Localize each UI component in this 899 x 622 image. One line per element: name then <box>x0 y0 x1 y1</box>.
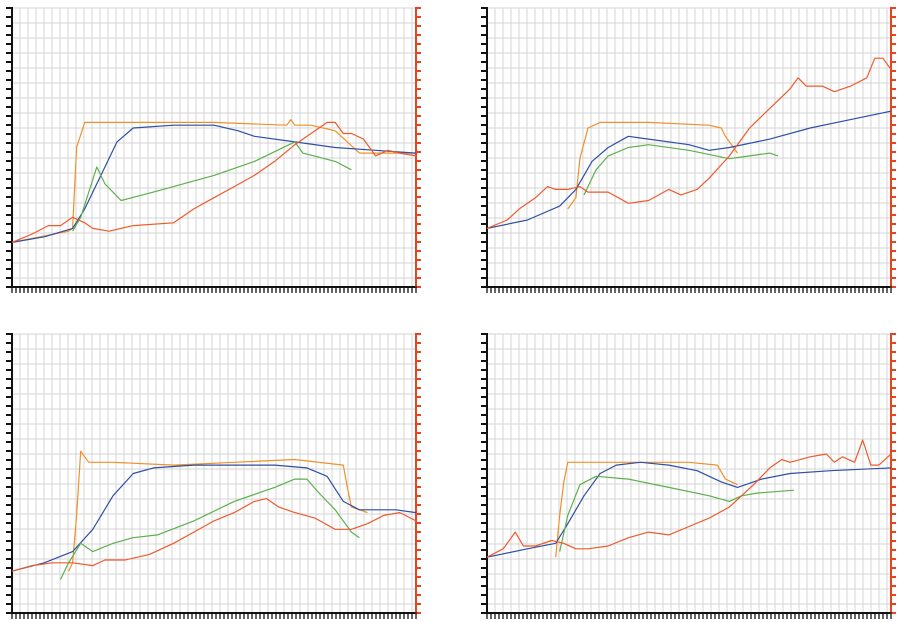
chart-svg <box>481 7 896 293</box>
chart-bottom-left <box>4 330 424 622</box>
series-line-blue <box>11 464 417 572</box>
axes <box>6 7 421 293</box>
series-line-green <box>559 475 795 552</box>
grid <box>486 7 891 287</box>
series-line-blue <box>11 124 417 243</box>
series-line-red <box>486 439 892 558</box>
series-line-green <box>59 478 360 580</box>
chart-svg <box>6 333 421 619</box>
grid <box>486 333 891 613</box>
series-line-blue <box>486 110 892 229</box>
series-line-orange <box>567 121 738 210</box>
series-line-orange <box>555 461 738 558</box>
series-line-orange <box>68 450 368 572</box>
series-line-red <box>11 498 417 572</box>
series-line-red <box>11 121 417 243</box>
series-line-red <box>486 57 892 229</box>
chart-svg <box>6 7 421 293</box>
grid <box>11 333 416 613</box>
chart-svg <box>481 333 896 619</box>
chart-top-right <box>479 4 899 296</box>
series-line-orange <box>11 119 416 243</box>
series-line-green <box>72 141 352 232</box>
chart-bottom-right <box>479 330 899 622</box>
series-line-green <box>583 144 779 196</box>
axes <box>481 7 896 293</box>
chart-top-left <box>4 4 424 296</box>
grid <box>11 7 416 287</box>
series-line-blue <box>486 461 892 558</box>
